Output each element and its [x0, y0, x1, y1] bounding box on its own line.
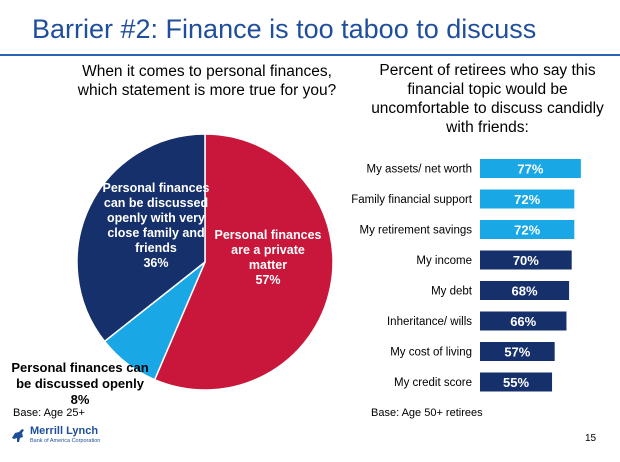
bar-category-label: My retirement savings — [360, 225, 473, 237]
base-note-right: Base: Age 50+ retirees — [371, 407, 483, 419]
bar — [480, 159, 581, 178]
pie-label-discussed-openly: Personal finances can be discussed openl… — [11, 360, 149, 407]
bar-category-label: My assets/ net worth — [367, 164, 472, 176]
bull-icon — [12, 429, 24, 442]
bar-value-label: 77% — [517, 162, 543, 177]
bar-value-label: 72% — [514, 192, 540, 207]
bar-category-label: My income — [416, 255, 472, 267]
slide-title: Barrier #2: Finance is too taboo to disc… — [32, 14, 537, 44]
bar-value-label: 55% — [503, 375, 529, 390]
pie-slice-close-family — [76, 133, 206, 343]
bar-value-label: 68% — [512, 284, 538, 299]
bar-category-label: My cost of living — [390, 347, 472, 359]
bar-category-label: My debt — [431, 286, 473, 298]
bar-question: Percent of retirees who say this financi… — [371, 62, 604, 136]
bar-value-label: 70% — [513, 253, 539, 268]
pie-slice-private-matter — [153, 133, 334, 391]
bar-category-label: Family financial support — [351, 194, 473, 206]
bar — [480, 342, 555, 361]
pie-label-private-matter: Personal finances are a private matter 5… — [214, 228, 322, 287]
page-number: 15 — [585, 433, 597, 444]
bar-value-label: 72% — [514, 223, 540, 238]
pie-label-close-family: Personal finances can be discussed openl… — [102, 181, 210, 270]
title-divider — [0, 54, 620, 56]
bar — [480, 189, 575, 209]
bar — [480, 250, 572, 270]
bar-category-label: Inheritance/ wills — [387, 316, 472, 328]
logo-subtitle: Bank of America Corporation — [30, 438, 101, 444]
bar-value-label: 66% — [510, 314, 536, 329]
bar-category-label: My credit score — [394, 377, 472, 389]
bar — [480, 220, 575, 239]
pie-question: When it comes to personal finances, whic… — [77, 63, 337, 99]
bar — [480, 372, 553, 392]
bar — [480, 311, 567, 331]
base-note-left: Base: Age 25+ — [13, 407, 85, 419]
bar-value-label: 57% — [504, 345, 530, 360]
logo-name: Merrill Lynch — [30, 425, 99, 437]
bar — [480, 281, 570, 300]
